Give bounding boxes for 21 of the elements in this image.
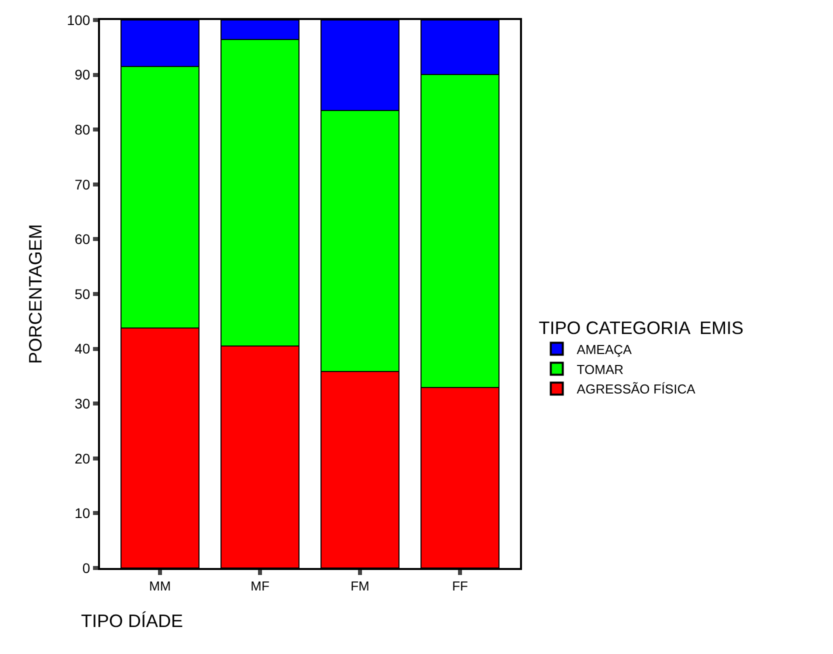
y-tick-label: 90 (74, 66, 90, 83)
y-tick-label: 10 (74, 505, 90, 522)
legend-label: TOMAR (576, 362, 624, 377)
legend-label: AMEAÇA (576, 342, 632, 357)
legend-title: TIPO CATEGORIA EMIS (538, 318, 744, 338)
y-tick-label: 70 (74, 176, 90, 192)
y-tick-label: 40 (74, 340, 90, 357)
x-axis-title: TIPO DÍADE (81, 611, 184, 631)
y-tick-label: 100 (66, 12, 90, 28)
x-tick-label: MF (250, 578, 270, 594)
x-tick-label: MM (149, 578, 171, 594)
legend-label: AGRESSÃO FÍSICA (576, 382, 696, 397)
x-tick-label: FM (350, 578, 370, 594)
y-tick-label: 20 (74, 450, 90, 466)
x-tick-label: FF (452, 578, 468, 594)
y-tick-label: 30 (74, 396, 90, 412)
y-tick-label: 60 (74, 231, 90, 248)
y-tick-label: 0 (82, 560, 90, 576)
y-axis-title: PORCENTAGEM (26, 224, 46, 364)
y-tick-label: 50 (74, 286, 90, 302)
y-tick-label: 80 (74, 122, 90, 138)
